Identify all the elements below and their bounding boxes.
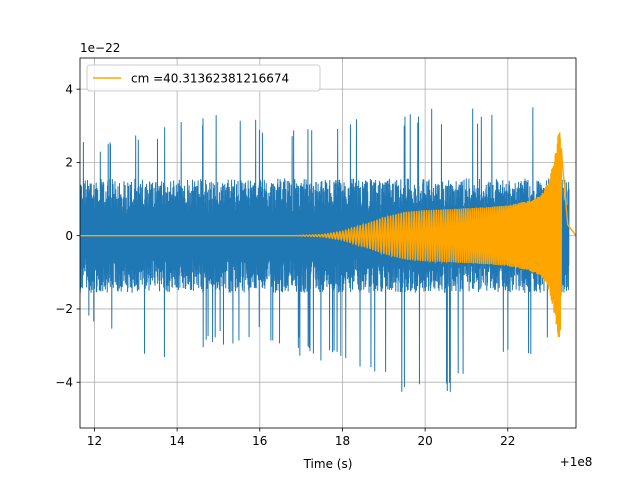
x-tick-label: 18 [335,434,350,448]
legend-box [86,64,321,92]
y-scale-label: 1e−22 [80,41,120,55]
legend-label: cm =40.31362381216674 [131,72,289,86]
x-axis-label: Time (s) [303,457,353,471]
y-tick-label: −2 [55,302,73,316]
data-layer [80,107,576,392]
plot-frame [79,57,577,429]
x-offset-label: +1e8 [560,455,593,469]
x-tick-label: 22 [500,434,515,448]
tick-layer: 12 14 16 18 20 22 −4 −2 0 2 4 [55,82,515,448]
y-tick-label: 0 [65,229,73,243]
x-tick-label: 12 [87,434,102,448]
x-tick-label: 20 [417,434,432,448]
x-tick-label: 14 [169,434,184,448]
y-tick-label: 2 [65,156,73,170]
legend: cm =40.31362381216674 [86,64,321,92]
template-series-line [80,132,576,338]
y-tick-label: −4 [55,376,73,390]
x-tick-label: 16 [252,434,267,448]
y-tick-label: 4 [65,82,73,96]
